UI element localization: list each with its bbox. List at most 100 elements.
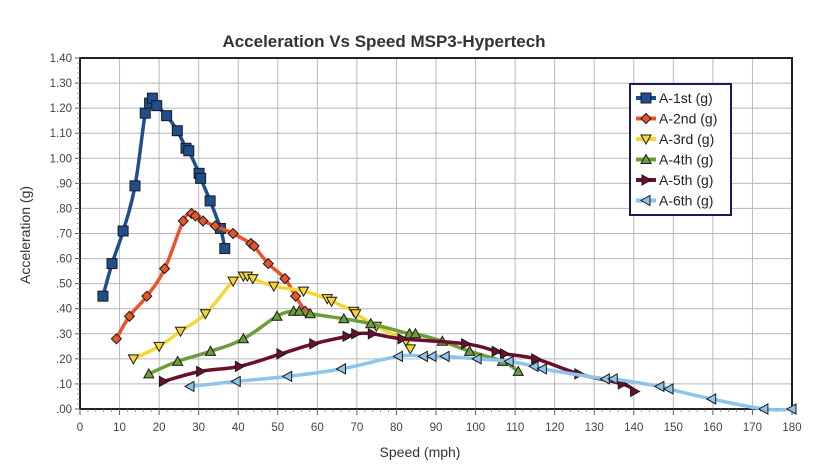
data-point xyxy=(417,350,428,363)
data-point xyxy=(129,180,141,192)
legend-label: A-1st (g) xyxy=(659,90,713,106)
data-point xyxy=(630,385,641,398)
legend-label: A-3rd (g) xyxy=(659,131,714,147)
legend-item: A-5th (g) xyxy=(636,172,713,188)
data-point xyxy=(106,258,118,270)
x-tick-label: 160 xyxy=(703,422,722,434)
x-axis-ticks: 0 10 20 30 40 50 60 70 80 90 100 110 120 130 140 150 160… xyxy=(77,409,802,434)
y-tick-label: 1.40 xyxy=(50,53,72,65)
series-5 xyxy=(158,327,641,398)
data-point xyxy=(127,354,140,365)
legend-label: A-5th (g) xyxy=(659,172,713,188)
legend-marker xyxy=(640,134,652,146)
data-point xyxy=(279,272,291,285)
x-tick-label: 90 xyxy=(430,422,443,434)
x-tick-label: 50 xyxy=(271,422,284,434)
y-tick-label: 1.10 xyxy=(50,128,72,140)
legend-marker xyxy=(640,92,652,104)
data-point xyxy=(281,370,293,383)
y-tick-label: .40 xyxy=(56,304,72,316)
data-point xyxy=(705,393,717,405)
data-point xyxy=(153,341,165,353)
data-point xyxy=(439,350,450,363)
x-tick-label: 170 xyxy=(743,422,762,434)
legend-label: A-6th (g) xyxy=(659,193,713,209)
data-point xyxy=(97,290,109,302)
y-axis-ticks: .00 .10 .20 .30 .40 .50 .60 .70 .80 .90 1.00 1.10 1.… xyxy=(50,53,80,416)
data-point xyxy=(195,172,207,184)
data-point xyxy=(653,380,665,393)
y-tick-label: .50 xyxy=(56,279,72,291)
data-point xyxy=(662,383,674,395)
x-tick-label: 10 xyxy=(113,422,126,434)
data-point xyxy=(209,220,221,232)
legend-item: A-2nd (g) xyxy=(636,111,717,127)
y-tick-label: .70 xyxy=(56,229,72,241)
data-point xyxy=(397,332,409,345)
x-tick-label: 140 xyxy=(624,422,643,434)
data-point xyxy=(491,345,503,358)
data-point xyxy=(536,363,547,375)
data-point xyxy=(471,353,482,365)
data-point xyxy=(141,290,153,302)
data-point xyxy=(177,215,189,227)
data-point xyxy=(757,403,769,415)
data-point xyxy=(234,360,246,373)
legend-marker xyxy=(640,112,652,125)
legend-item: A-4th (g) xyxy=(636,152,713,168)
series-layer xyxy=(97,92,797,415)
data-point xyxy=(247,274,259,285)
data-point xyxy=(503,355,514,368)
data-point xyxy=(785,403,797,415)
x-tick-label: 180 xyxy=(782,422,801,434)
data-point xyxy=(204,345,217,356)
x-tick-label: 130 xyxy=(585,422,604,434)
series-6 xyxy=(183,350,797,415)
data-point xyxy=(463,345,476,356)
data-point xyxy=(219,243,231,255)
data-point xyxy=(426,350,437,363)
data-point xyxy=(309,337,320,350)
data-point xyxy=(110,333,123,345)
x-tick-label: 60 xyxy=(311,422,324,434)
y-tick-label: .20 xyxy=(56,354,72,366)
y-tick-label: 1.30 xyxy=(50,78,72,90)
data-point xyxy=(499,347,511,360)
data-point xyxy=(183,380,195,393)
data-point xyxy=(531,353,542,365)
data-point xyxy=(293,305,305,316)
data-point xyxy=(183,145,195,157)
data-point xyxy=(123,310,136,322)
x-tick-label: 0 xyxy=(77,422,83,434)
series-3 xyxy=(127,271,417,365)
y-tick-label: .60 xyxy=(56,254,72,266)
data-point xyxy=(171,125,183,137)
x-tick-label: 100 xyxy=(466,422,485,434)
x-tick-label: 150 xyxy=(664,422,683,434)
data-point xyxy=(189,210,202,222)
data-point xyxy=(139,107,151,119)
data-point xyxy=(199,309,212,320)
series-line xyxy=(148,308,520,376)
data-point xyxy=(461,337,472,350)
data-point xyxy=(271,310,283,321)
x-tick-label: 20 xyxy=(153,422,166,434)
legend-label: A-4th (g) xyxy=(659,152,713,168)
data-point xyxy=(267,281,280,293)
data-point xyxy=(230,375,241,388)
y-tick-label: .30 xyxy=(56,329,72,341)
series-line xyxy=(163,331,636,393)
legend-box xyxy=(629,83,732,216)
data-point xyxy=(392,350,403,363)
series-line xyxy=(114,211,307,340)
legend-label: A-2nd (g) xyxy=(659,111,717,127)
data-point xyxy=(204,195,216,207)
y-tick-label: .90 xyxy=(56,178,72,190)
data-point xyxy=(349,309,362,320)
data-point xyxy=(158,262,171,275)
chart-title: Acceleration Vs Speed MSP3-Hypertech xyxy=(222,32,545,51)
data-point xyxy=(304,307,317,319)
data-point xyxy=(197,215,209,227)
series-line xyxy=(189,353,793,412)
